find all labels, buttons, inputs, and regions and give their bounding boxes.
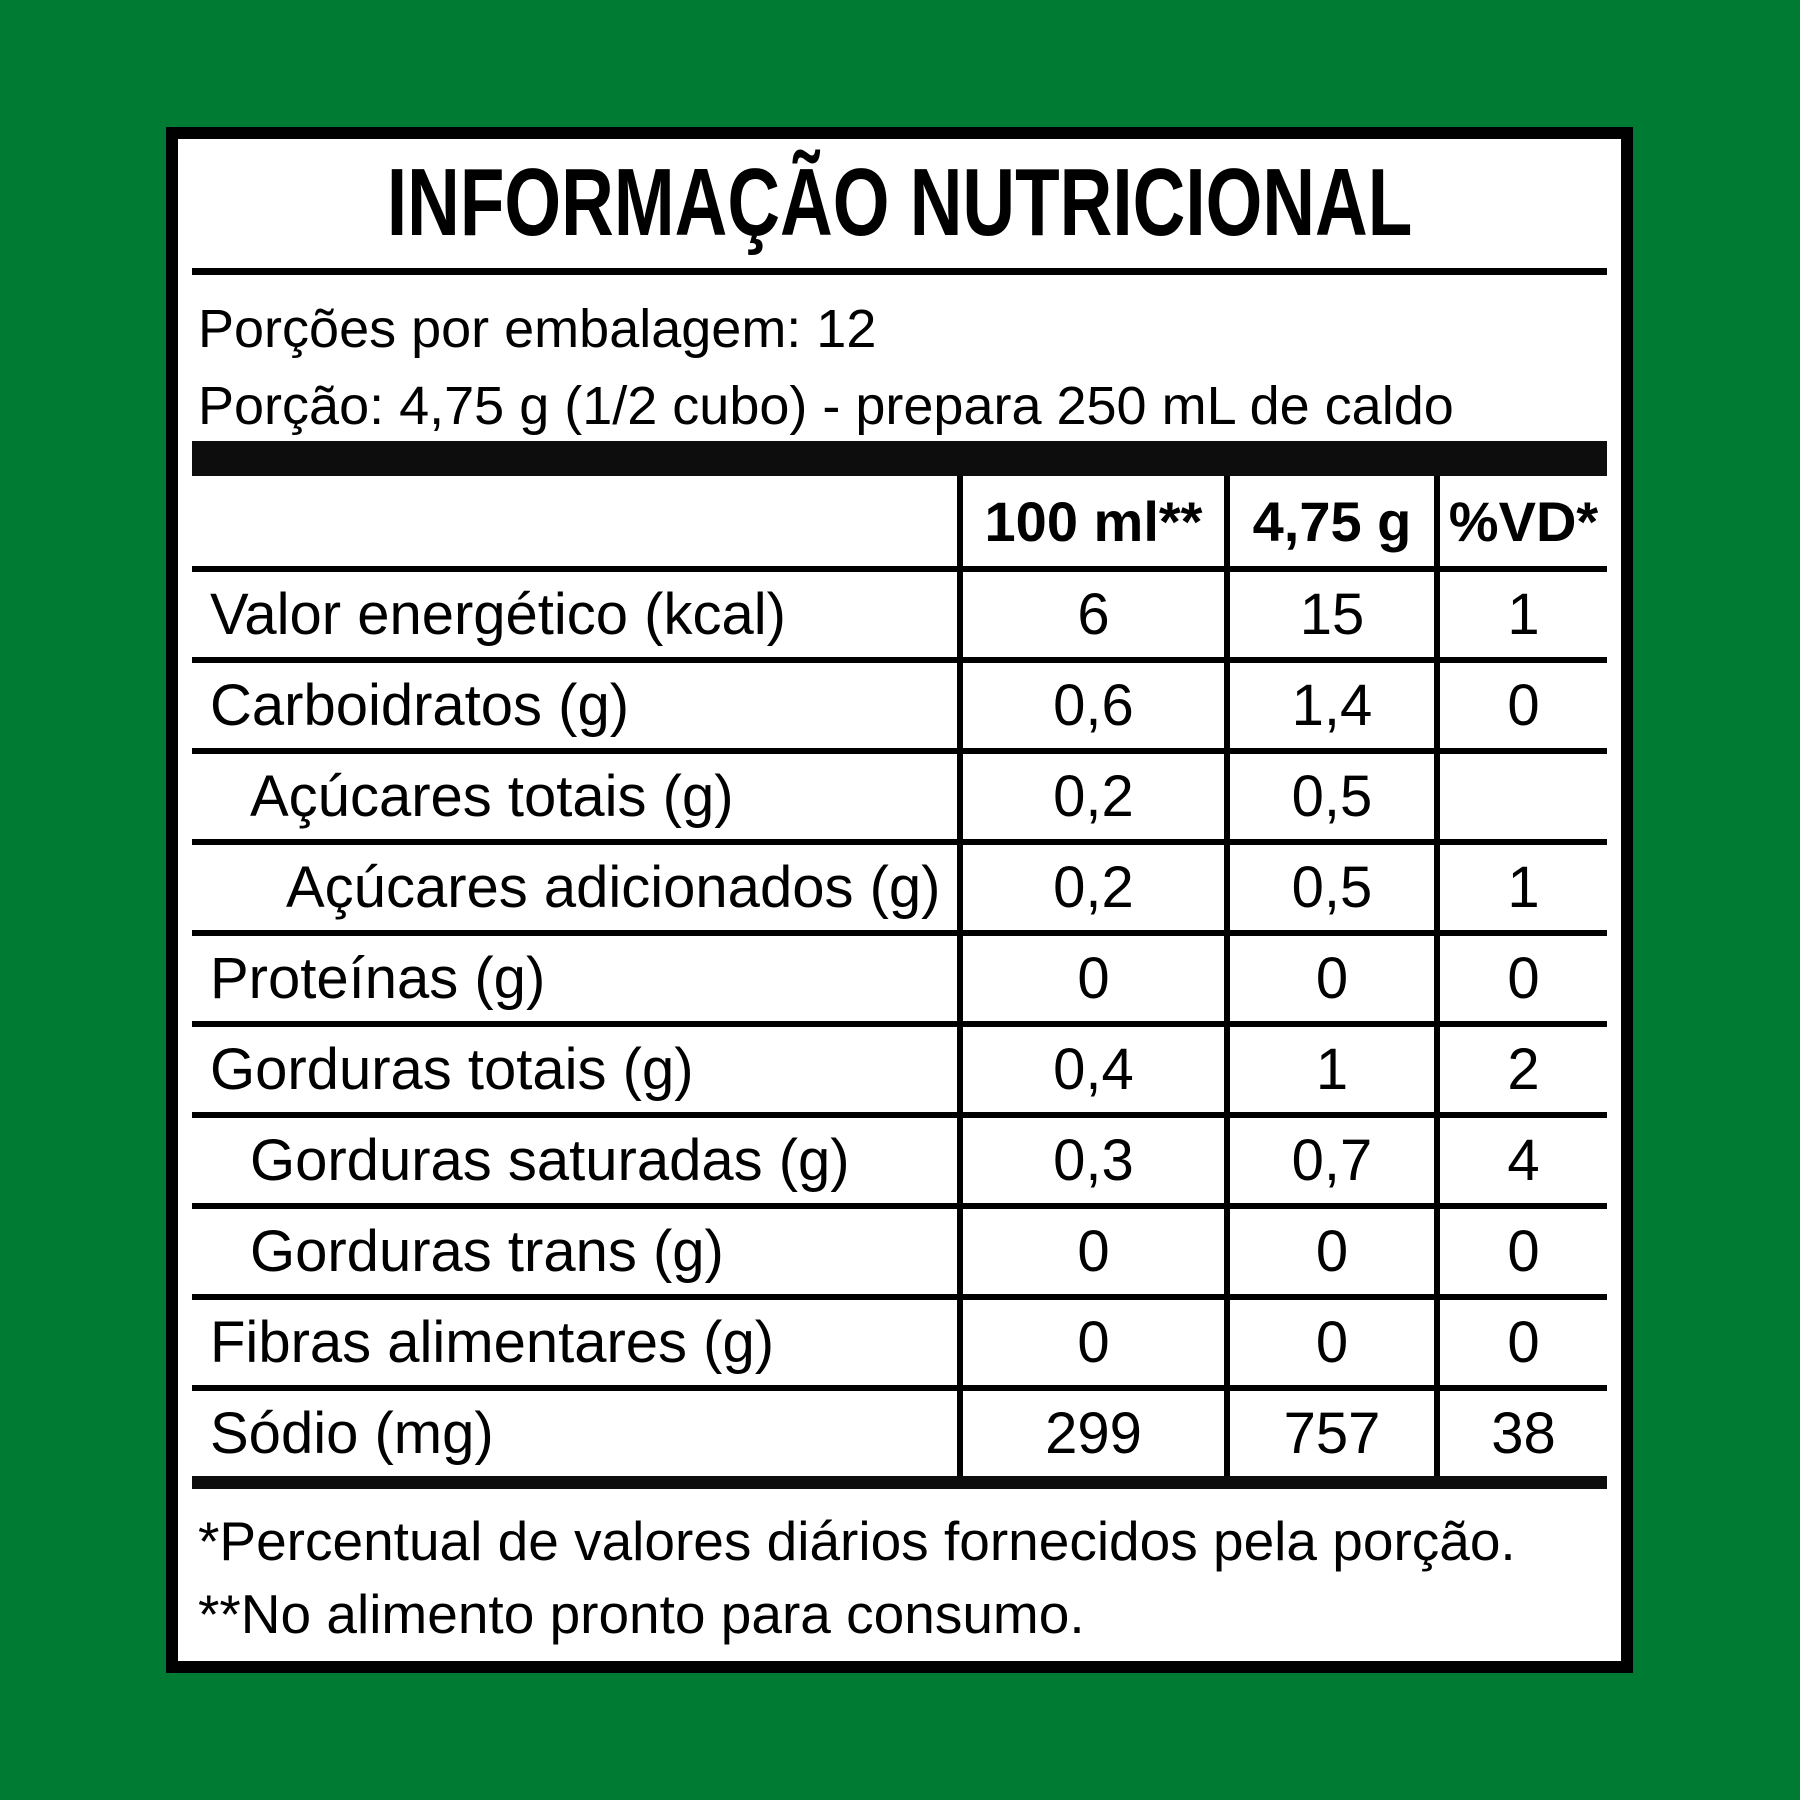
serving-info-block: Porções por embalagem: 12 Porção: 4,75 g…	[178, 275, 1621, 441]
serving-size: Porção: 4,75 g (1/2 cubo) - prepara 250 …	[198, 376, 1454, 437]
nutrient-name: Gorduras saturadas (g)	[192, 1112, 957, 1203]
value-vd: 0	[1434, 1203, 1607, 1294]
footnote-daily-values: *Percentual de valores diários fornecido…	[198, 1510, 1516, 1572]
header-vd: %VD*	[1434, 476, 1607, 566]
nutrition-facts-label: INFORMAÇÃO NUTRICIONAL Porções por embal…	[166, 127, 1633, 1673]
value-100ml: 0	[957, 930, 1224, 1021]
value-vd: 0	[1434, 930, 1607, 1021]
value-portion: 15	[1224, 566, 1434, 657]
value-100ml: 0,2	[957, 839, 1224, 930]
value-vd: 1	[1434, 566, 1607, 657]
title-divider-rule	[192, 268, 1607, 275]
value-100ml: 6	[957, 566, 1224, 657]
footnote-prepared-food: **No alimento pronto para consumo.	[198, 1582, 1085, 1645]
footer-separator-bar	[192, 1476, 1607, 1489]
header-100ml: 100 ml**	[957, 476, 1224, 566]
value-vd: 4	[1434, 1112, 1607, 1203]
nutrient-name: Gorduras trans (g)	[192, 1203, 957, 1294]
nutrient-name: Açúcares adicionados (g)	[192, 839, 957, 930]
header-separator-bar	[192, 441, 1607, 476]
value-portion: 0	[1224, 1203, 1434, 1294]
value-portion: 1,4	[1224, 657, 1434, 748]
value-portion: 0	[1224, 930, 1434, 1021]
value-vd: 0	[1434, 1294, 1607, 1385]
value-vd: 38	[1434, 1385, 1607, 1476]
header-portion: 4,75 g	[1224, 476, 1434, 566]
value-vd: 2	[1434, 1021, 1607, 1112]
value-portion: 0	[1224, 1294, 1434, 1385]
nutrient-name: Gorduras totais (g)	[192, 1021, 957, 1112]
servings-per-package: Porções por embalagem: 12	[198, 299, 877, 359]
value-portion: 0,7	[1224, 1112, 1434, 1203]
footnotes-block: *Percentual de valores diários fornecido…	[178, 1489, 1621, 1650]
nutrition-label-title: INFORMAÇÃO NUTRICIONAL	[178, 139, 1621, 268]
value-vd: 1	[1434, 839, 1607, 930]
nutrient-name: Sódio (mg)	[192, 1385, 957, 1476]
value-portion: 757	[1224, 1385, 1434, 1476]
nutrient-name: Fibras alimentares (g)	[192, 1294, 957, 1385]
value-100ml: 0,3	[957, 1112, 1224, 1203]
nutrient-name: Valor energético (kcal)	[192, 566, 957, 657]
value-portion: 0,5	[1224, 748, 1434, 839]
value-100ml: 299	[957, 1385, 1224, 1476]
value-100ml: 0	[957, 1203, 1224, 1294]
nutrient-name: Açúcares totais (g)	[192, 748, 957, 839]
nutrient-name: Carboidratos (g)	[192, 657, 957, 748]
value-portion: 1	[1224, 1021, 1434, 1112]
value-100ml: 0,6	[957, 657, 1224, 748]
value-vd	[1434, 748, 1607, 839]
value-100ml: 0,4	[957, 1021, 1224, 1112]
header-empty-cell	[192, 476, 957, 566]
value-portion: 0,5	[1224, 839, 1434, 930]
value-100ml: 0,2	[957, 748, 1224, 839]
nutrition-table: 100 ml** 4,75 g %VD* Valor energético (k…	[192, 476, 1607, 1476]
value-vd: 0	[1434, 657, 1607, 748]
nutrient-name: Proteínas (g)	[192, 930, 957, 1021]
nutrition-label-title-text: INFORMAÇÃO NUTRICIONAL	[386, 149, 1413, 256]
value-100ml: 0	[957, 1294, 1224, 1385]
